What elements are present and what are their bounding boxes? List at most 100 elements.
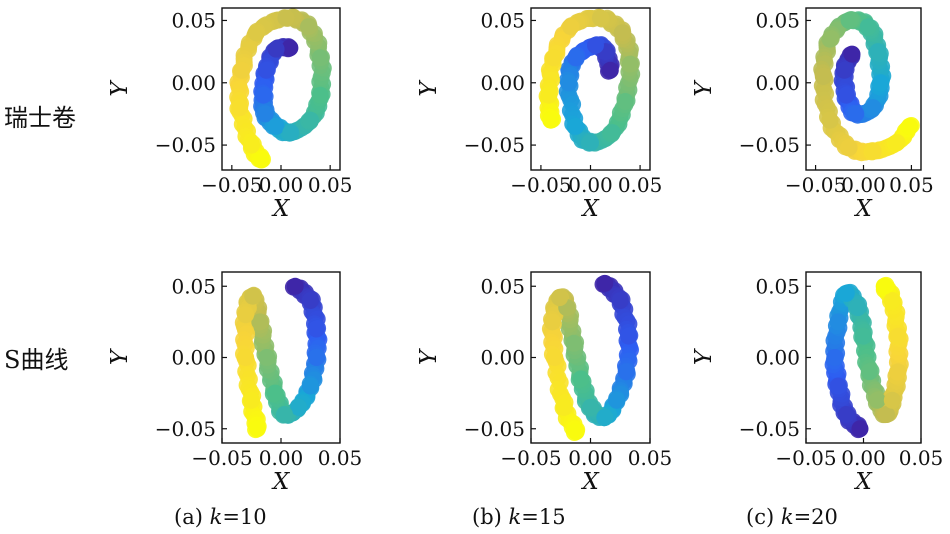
x-tick-label: 0.05	[318, 446, 363, 470]
data-point	[878, 406, 895, 423]
data-point	[868, 391, 886, 409]
data-point	[872, 74, 890, 92]
data-point	[254, 86, 272, 104]
data-point	[855, 327, 872, 345]
data-point	[840, 12, 858, 29]
x-tick-label: −0.05	[510, 173, 571, 197]
data-point	[859, 18, 877, 36]
data-point	[565, 334, 583, 352]
data-point	[302, 292, 319, 309]
data-point	[596, 408, 614, 426]
x-tick-label: −0.05	[785, 173, 846, 197]
data-point	[300, 18, 317, 36]
data-point	[821, 30, 839, 48]
data-point	[889, 327, 907, 345]
data-point	[243, 136, 260, 154]
data-point	[864, 99, 882, 117]
data-point	[837, 284, 855, 302]
data-point	[851, 420, 869, 438]
data-point	[889, 363, 907, 381]
data-point	[875, 277, 893, 295]
x-tick-label: 0.05	[628, 446, 673, 470]
caption-a: (a) k=10	[174, 505, 267, 529]
y-tick-label: −0.05	[155, 417, 216, 441]
data-point	[587, 36, 604, 54]
data-point	[591, 9, 609, 27]
data-point	[621, 55, 639, 73]
data-point	[307, 349, 325, 366]
data-point	[266, 384, 284, 402]
data-point	[243, 391, 260, 409]
data-point	[603, 124, 621, 142]
panel-s-curve-1: −0.05 0.00 0.05 0.05 0.00 −0.05 X Y	[416, 271, 673, 495]
data-point	[251, 313, 269, 331]
y-axis-label: Y	[416, 347, 442, 365]
y-tick-label: 0.00	[171, 71, 216, 95]
y-axis-label: Y	[416, 79, 442, 97]
y-tick-label: −0.05	[464, 133, 525, 157]
y-tick-label: −0.05	[155, 133, 216, 157]
data-point	[311, 86, 329, 104]
x-axis-label: X	[271, 196, 291, 222]
data-point	[231, 99, 249, 117]
data-point	[543, 313, 561, 331]
data-point	[843, 45, 861, 63]
data-point	[616, 93, 634, 110]
data-point	[267, 117, 285, 135]
x-axis-label: X	[580, 196, 600, 222]
data-point	[282, 124, 300, 142]
data-point	[596, 274, 614, 292]
data-point	[617, 363, 635, 381]
data-point	[290, 398, 308, 416]
x-axis-label: X	[853, 196, 873, 222]
x-tick-label: 0.00	[259, 446, 304, 470]
y-tick-label: 0.00	[480, 71, 525, 95]
data-point	[620, 327, 638, 345]
panel-s-curve-0: −0.05 0.00 0.05 0.05 0.00 −0.05 X Y	[107, 271, 363, 495]
data-point	[821, 111, 839, 129]
data-point	[611, 292, 629, 309]
data-point	[582, 134, 599, 152]
x-tick-label: 0.00	[841, 446, 886, 470]
y-tick-label: −0.05	[464, 417, 525, 441]
data-point	[546, 349, 564, 366]
data-point	[613, 24, 631, 42]
data-point	[840, 139, 858, 157]
data-point	[302, 377, 319, 395]
data-point	[237, 349, 255, 366]
data-point	[864, 142, 882, 160]
y-tick-label: 0.05	[480, 8, 525, 32]
data-point	[814, 68, 832, 85]
y-tick-label: 0.05	[480, 274, 525, 298]
y-tick-label: −0.05	[739, 133, 800, 157]
y-tick-label: 0.05	[171, 8, 216, 32]
data-point	[545, 49, 563, 67]
data-point	[256, 105, 274, 123]
data-point	[826, 349, 844, 366]
data-point	[542, 111, 560, 129]
data-point	[257, 61, 275, 79]
data-point	[281, 39, 299, 57]
x-tick-label: 0.00	[568, 446, 613, 470]
data-point	[267, 40, 285, 58]
x-tick-label: 0.00	[841, 173, 886, 197]
y-tick-label: 0.05	[171, 274, 216, 298]
data-point	[237, 306, 255, 324]
x-axis-label: X	[580, 469, 600, 495]
data-point	[248, 420, 266, 438]
data-point	[849, 299, 867, 317]
x-tick-label: 0.05	[618, 173, 663, 197]
data-point	[286, 277, 304, 295]
data-point	[567, 423, 585, 441]
x-tick-label: 0.00	[259, 173, 304, 197]
x-tick-label: 0.05	[899, 446, 944, 470]
data-point	[551, 289, 569, 307]
y-axis-label: Y	[691, 79, 717, 97]
data-point	[582, 398, 599, 416]
caption-b: (b) k=15	[472, 505, 566, 529]
